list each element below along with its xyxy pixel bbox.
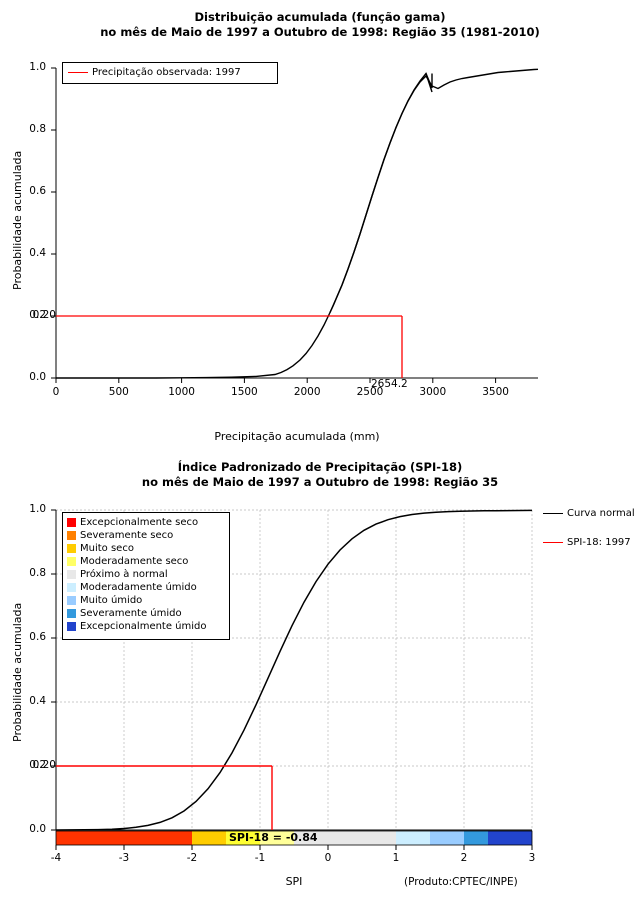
legend-swatch-proximo-a-normal — [67, 570, 76, 579]
bottom-xtick-3: -1 — [254, 852, 266, 864]
top-ytick-4: 0.8 — [29, 123, 46, 135]
source-label: (Produto:CPTEC/INPE) — [404, 876, 518, 888]
bottom-chart-title-line1: Índice Padronizado de Precipitação (SPI-… — [177, 460, 463, 474]
top-plot-area: 0.0 0.2 0.4 0.6 0.8 1.0 0.20 0 500 1000 … — [11, 61, 539, 443]
bottom-xtick-2: -2 — [186, 852, 198, 864]
legend-item: Próximo à normal — [63, 568, 229, 581]
legend-label-text: Curva normal — [567, 508, 635, 519]
legend-label: Curva normal — [567, 508, 635, 519]
legend-swatch-muito-umido — [67, 596, 76, 605]
bottom-xtick-6: 2 — [460, 852, 468, 864]
bottom-xtick-0: -4 — [50, 852, 62, 864]
bottom-ytick-3: 0.6 — [29, 631, 46, 643]
legend-label: Excepcionalmente seco — [80, 517, 199, 528]
top-yaxis-label: Probabilidade acumulada — [11, 150, 24, 290]
top-prob-label: 0.20 — [32, 309, 56, 321]
top-ytick-5: 1.0 — [29, 61, 46, 73]
top-xaxis-label: Precipitação acumulada (mm) — [214, 430, 380, 443]
legend-item: Moderadamente seco — [63, 555, 229, 568]
top-ytick-1: 0.2 — [29, 309, 46, 321]
top-xtick-7: 3500 — [482, 386, 509, 398]
top-ytick-3: 0.6 — [29, 185, 46, 197]
bottom-ytick-4: 0.8 — [29, 567, 46, 579]
legend-label: Moderadamente úmido — [80, 582, 197, 593]
bottom-ytick-5: 1.0 — [29, 503, 46, 515]
spi-value-label: SPI-18 = -0.84 — [229, 831, 318, 844]
legend-label: Severamente seco — [80, 530, 174, 541]
legend-label: Excepcionalmente úmido — [80, 621, 207, 632]
legend-label: Moderadamente seco — [80, 556, 189, 567]
legend-swatch-excepcionalmente-umido — [67, 622, 76, 631]
legend-label: Severamente úmido — [80, 608, 182, 619]
top-xtick-2: 1000 — [168, 386, 195, 398]
legend-item: Muito seco — [63, 542, 229, 555]
legend-label: SPI-18: 1997 — [567, 536, 631, 548]
top-chart-title: Distribuição acumulada (função gama) no … — [0, 10, 640, 40]
top-xtick-3: 1500 — [231, 386, 258, 398]
top-xtick-0: 0 — [52, 386, 60, 398]
legend-swatch-moderadamente-seco — [67, 557, 76, 566]
legend-swatch-muito-seco — [67, 544, 76, 553]
top-xtick-5: 2500 — [356, 386, 384, 398]
spi-chart: Índice Padronizado de Precipitação (SPI-… — [0, 450, 640, 900]
top-xtick-1: 500 — [108, 386, 129, 398]
bottom-xtick-5: 1 — [392, 852, 400, 864]
legend-item: Severamente úmido — [63, 607, 229, 620]
spi-curve-legend: Curva normal SPI-18: 1997 — [538, 508, 636, 550]
top-legend: Precipitação observada: 1997 — [62, 62, 278, 84]
bottom-plot-svg — [51, 509, 533, 850]
bottom-xaxis-label: SPI — [285, 875, 303, 888]
bottom-yaxis-label: Probabilidade acumulada — [11, 602, 24, 742]
legend-item: Excepcionalmente seco — [63, 516, 229, 529]
top-legend-label: Precipitação observada: 1997 — [92, 66, 241, 78]
legend-item: Moderadamente úmido — [63, 581, 229, 594]
cumulative-gamma-chart: Distribuição acumulada (função gama) no … — [0, 10, 640, 443]
top-xtick-4: 2000 — [293, 386, 321, 398]
bottom-ytick-1: 0.2 — [29, 759, 46, 771]
top-chart-title-line1: Distribuição acumulada (função gama) — [194, 10, 446, 24]
legend-item: Excepcionalmente úmido — [63, 620, 229, 633]
legend-label: Muito úmido — [80, 595, 143, 606]
legend-swatch-severamente-seco — [67, 531, 76, 540]
legend-label: Próximo à normal — [80, 569, 168, 580]
legend-line-observed — [68, 71, 88, 73]
legend-item: Muito úmido — [63, 594, 229, 607]
bottom-chart-title-line2: no mês de Maio de 1997 a Outubro de 1998… — [141, 475, 499, 489]
legend-line-curva-normal — [543, 513, 563, 514]
legend-label: Muito seco — [80, 543, 134, 554]
legend-line-spi-1997 — [543, 541, 563, 543]
top-ytick-2: 0.4 — [29, 247, 46, 259]
bottom-prob-label: 0.20 — [32, 759, 56, 771]
bottom-ytick-0: 0.0 — [29, 823, 46, 835]
bottom-xtick-4: 0 — [324, 852, 332, 864]
legend-item: Curva normal — [538, 508, 636, 524]
legend-item: Severamente seco — [63, 529, 229, 542]
top-plot-svg — [51, 67, 539, 383]
bottom-xtick-1: -3 — [118, 852, 130, 864]
top-chart-title-line2: no mês de Maio de 1997 a Outubro de 1998… — [100, 25, 540, 39]
legend-item: SPI-18: 1997 — [538, 534, 636, 550]
top-observed-value-label: 2654.2 — [371, 378, 408, 390]
bottom-ytick-2: 0.4 — [29, 695, 46, 707]
legend-swatch-moderadamente-umido — [67, 583, 76, 592]
top-ytick-0: 0.0 — [29, 371, 46, 383]
bottom-plot-area: 0.0 0.2 0.4 0.6 0.8 1.0 0.20 -4 -3 -2 -1… — [0, 450, 640, 900]
legend-swatch-severamente-umido — [67, 609, 76, 618]
legend-swatch-excepcionalmente-seco — [67, 518, 76, 527]
spi-category-legend: Excepcionalmente seco Severamente seco M… — [62, 512, 230, 640]
bottom-chart-title: Índice Padronizado de Precipitação (SPI-… — [0, 460, 640, 490]
bottom-xtick-7: 3 — [528, 852, 536, 864]
top-xtick-6: 3000 — [419, 386, 447, 398]
